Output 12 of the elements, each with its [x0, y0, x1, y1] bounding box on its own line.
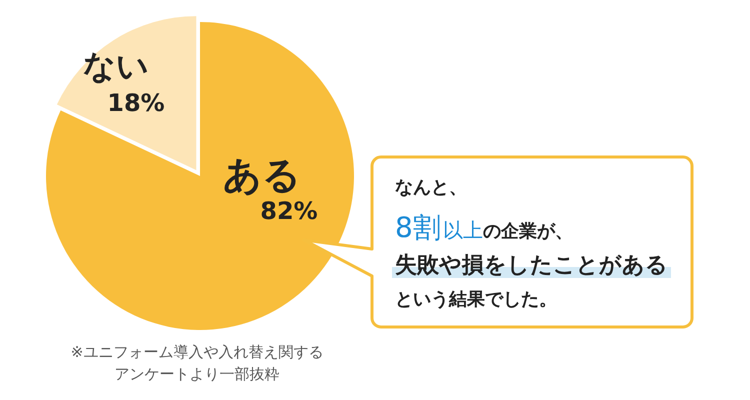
text: 以上 — [442, 218, 483, 242]
slice-label: ある — [223, 153, 301, 197]
text: ※ユニフォーム導入や入れ替え関する — [70, 343, 324, 361]
data-label: 82% — [260, 197, 318, 225]
text: なんと、 — [395, 177, 467, 198]
text: アンケートより一部抜粋 — [114, 365, 280, 383]
data-label: 18% — [107, 89, 165, 117]
text: という結果でした。 — [395, 289, 557, 310]
slice-label: ない — [83, 47, 149, 85]
text: 失敗や損をしたことがある — [395, 253, 668, 278]
text: 8割 — [395, 211, 441, 244]
text: の企業が、 — [482, 221, 573, 242]
